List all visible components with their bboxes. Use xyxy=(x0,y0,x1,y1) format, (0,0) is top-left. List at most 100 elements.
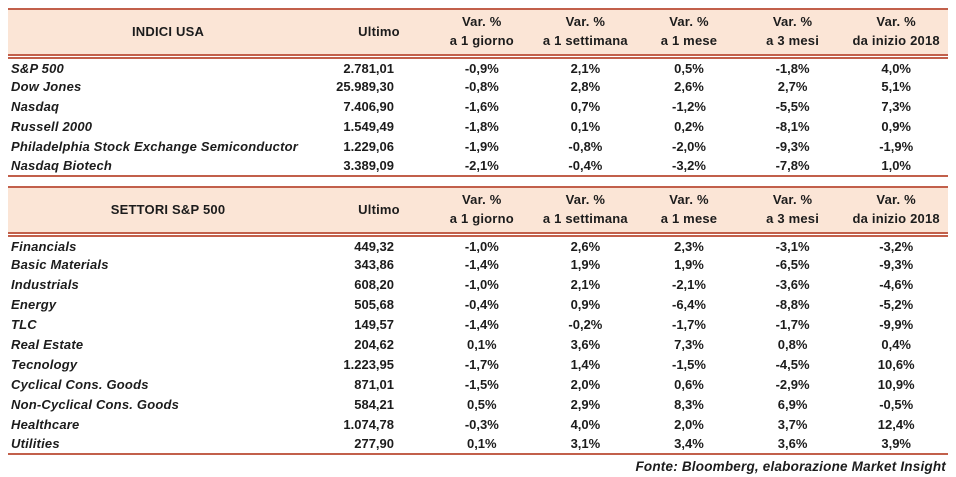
ultimo-value: 343,86 xyxy=(354,256,394,272)
var-value: -3,1% xyxy=(775,238,810,254)
var-value: -0,8% xyxy=(568,138,603,154)
var-value: 8,3% xyxy=(674,396,704,412)
row-label: S&P 500 xyxy=(11,60,64,76)
row-label: Healthcare xyxy=(11,416,80,432)
var-value: -7,8% xyxy=(740,156,845,177)
table-row: Utilities 277,90 0,1% 3,1% 3,4% 3,6% 3,9% xyxy=(8,434,948,455)
var-period: da inizio 2018 xyxy=(852,210,940,226)
indici-usa-header: INDICI USA Ultimo Var. % a 1 giorno Var.… xyxy=(8,8,948,59)
var-label: Var. % xyxy=(772,13,813,29)
var-value: 4,0% xyxy=(881,60,911,76)
var-period: da inizio 2018 xyxy=(852,32,940,48)
var-value: -1,0% xyxy=(464,238,499,254)
var-value: -6,4% xyxy=(672,296,706,312)
var-value: 2,0% xyxy=(674,416,704,432)
var-value: -1,8% xyxy=(464,118,499,134)
var-value: -0,4% xyxy=(464,296,499,312)
ultimo-value: 871,01 xyxy=(354,376,394,392)
row-label: Nasdaq xyxy=(11,98,60,114)
table-title: INDICI USA xyxy=(8,8,328,59)
var-period: a 1 settimana xyxy=(542,32,628,48)
row-label: Cyclical Cons. Goods xyxy=(11,376,149,392)
var-value: -1,0% xyxy=(464,276,499,292)
ultimo-value: 1.549,49 xyxy=(343,118,394,134)
var-value: 1,0% xyxy=(844,156,948,177)
var-value: -3,2% xyxy=(879,238,914,254)
row-label: Nasdaq Biotech xyxy=(8,156,328,177)
settori-sp500-header: SETTORI S&P 500 Ultimo Var. % a 1 giorno… xyxy=(8,186,948,237)
var-value: -5,5% xyxy=(775,98,810,114)
ultimo-value: 7.406,90 xyxy=(343,98,394,114)
table-row: Non-Cyclical Cons. Goods 584,21 0,5% 2,9% 8,… xyxy=(8,394,948,414)
var-value: -3,6% xyxy=(775,276,810,292)
var-value: -1,4% xyxy=(464,256,499,272)
var-value: -8,8% xyxy=(775,296,810,312)
ultimo-value: 1.074,78 xyxy=(343,416,394,432)
var-value: -1,9% xyxy=(879,138,914,154)
var-value: 0,1% xyxy=(430,434,534,455)
var-value: 2,1% xyxy=(570,276,601,292)
var-value: -1,7% xyxy=(464,356,499,372)
table-row: Industrials 608,20 -1,0% 2,1% -2,1% -3,6% -4,6… xyxy=(8,274,948,294)
var-value: -1,4% xyxy=(464,316,499,332)
ultimo-value: 149,57 xyxy=(354,316,394,332)
var-value: -1,6% xyxy=(464,98,499,114)
ultimo-value: 1.223,95 xyxy=(343,356,394,372)
var-value: -1,5% xyxy=(464,376,499,392)
var-value: -0,3% xyxy=(464,416,499,432)
var-value: 0,9% xyxy=(881,118,911,134)
table-row: Nasdaq Biotech 3.389,09 -2,1% -0,4% -3,2% -7,… xyxy=(8,156,948,177)
var-value: 5,1% xyxy=(881,78,911,94)
var-value: 0,6% xyxy=(674,376,704,392)
var-value: -1,2% xyxy=(672,98,706,114)
table-title: SETTORI S&P 500 xyxy=(8,186,328,237)
table-row: Philadelphia Stock Exchange Semiconducto… xyxy=(8,136,948,156)
var-value: -2,9% xyxy=(775,376,810,392)
var-label: Var. % xyxy=(876,191,916,207)
table-row: TLC 149,57 -1,4% -0,2% -1,7% -1,7% -9,9% xyxy=(8,314,948,334)
row-label: Energy xyxy=(11,296,57,312)
var-value: 0,5% xyxy=(466,396,497,412)
table-gap xyxy=(8,177,948,186)
var-value: -0,9% xyxy=(464,60,499,76)
var-value: 2,8% xyxy=(570,78,601,94)
col-header-ultimo: Ultimo xyxy=(328,8,430,59)
table-row: S&P 500 2.781,01 -0,9% 2,1% 0,5% -1,8% 4,0% xyxy=(8,56,948,76)
col-header-var-inizio-2018: Var. % da inizio 2018 xyxy=(844,8,948,59)
var-value: 2,6% xyxy=(570,238,601,254)
col-header-var-1-mese: Var. % a 1 mese xyxy=(637,186,741,237)
settori-sp500-table: SETTORI S&P 500 Ultimo Var. % a 1 giorno… xyxy=(8,186,948,455)
var-value: 7,3% xyxy=(881,98,911,114)
col-header-var-3-mesi: Var. % a 3 mesi xyxy=(740,186,845,237)
var-value: 3,6% xyxy=(740,434,845,455)
var-value: 10,6% xyxy=(877,356,915,372)
var-value: -4,5% xyxy=(775,356,810,372)
var-value: -2,1% xyxy=(430,156,534,177)
var-value: -0,5% xyxy=(879,396,914,412)
row-label: Industrials xyxy=(11,276,79,292)
var-period: a 1 giorno xyxy=(449,32,514,48)
row-label: Philadelphia Stock Exchange Semiconducto… xyxy=(11,138,299,154)
col-header-ultimo: Ultimo xyxy=(328,186,430,237)
var-value: 3,7% xyxy=(777,416,808,432)
var-value: -1,9% xyxy=(464,138,499,154)
var-value: 2,7% xyxy=(777,78,808,94)
table-row: Energy 505,68 -0,4% 0,9% -6,4% -8,8% -5,2% xyxy=(8,294,948,314)
var-value: -0,4% xyxy=(533,156,638,177)
var-value: 0,4% xyxy=(881,336,911,352)
table-row: Real Estate 204,62 0,1% 3,6% 7,3% 0,8% 0,4% xyxy=(8,334,948,354)
row-label: Russell 2000 xyxy=(11,118,93,134)
var-value: -1,7% xyxy=(672,316,706,332)
ultimo-value: 2.781,01 xyxy=(343,60,394,76)
var-value: 12,4% xyxy=(877,416,915,432)
var-period: a 1 settimana xyxy=(542,210,628,226)
var-value: 10,9% xyxy=(877,376,915,392)
col-header-var-1-mese: Var. % a 1 mese xyxy=(637,8,741,59)
var-value: 0,9% xyxy=(570,296,601,312)
var-value: 2,9% xyxy=(570,396,601,412)
var-value: 3,9% xyxy=(844,434,948,455)
var-value: 0,2% xyxy=(674,118,704,134)
var-value: -8,1% xyxy=(775,118,810,134)
var-label: Var. % xyxy=(565,191,606,207)
var-value: 6,9% xyxy=(777,396,808,412)
